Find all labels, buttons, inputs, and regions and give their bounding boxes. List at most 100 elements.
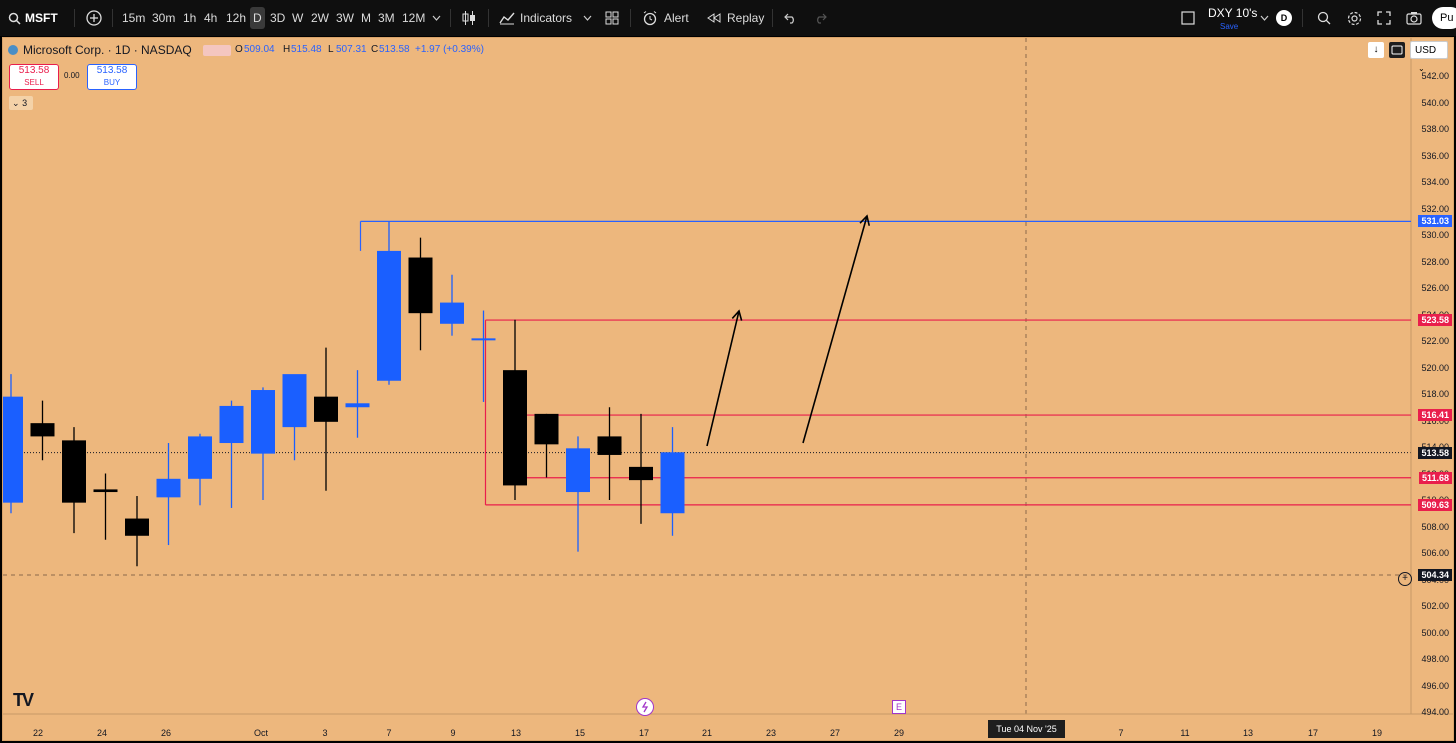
watchlist-checkbox-icon[interactable] [1180,0,1196,36]
price-label-531.03: 531.03 [1418,215,1452,228]
layouts-grid-icon[interactable] [604,0,620,36]
buy-button[interactable]: 513.58 BUY [87,64,137,90]
currency-value: USD [1415,45,1437,56]
price-tick: 506.00 [1421,548,1449,558]
price-tick: 540.00 [1421,97,1449,108]
interval-3w[interactable]: 3W [336,11,354,25]
crosshair-date-label: Tue 04 Nov '25 [988,720,1065,738]
add-plus-icon[interactable]: + [1398,572,1412,586]
candle-body [566,448,590,493]
indicators-icon[interactable] [498,0,516,36]
legend-low: 507.31 [336,44,367,55]
candle-body [314,396,338,422]
interval-30m[interactable]: 30m [152,11,176,25]
settings-gear-icon[interactable] [1346,0,1362,36]
candle-body [597,436,622,455]
projection-arrow-short [706,310,740,447]
divider [772,9,773,27]
date-tick: 13 [1242,728,1254,738]
price-tick: 520.00 [1421,362,1449,373]
candle-body [629,466,653,481]
chevron-down-icon[interactable] [582,0,592,36]
sell-label: SELL [24,78,44,87]
interval-w[interactable]: W [292,11,304,25]
projection-arrow-long [802,215,868,444]
date-tick: 7 [1118,728,1124,738]
legend-c-label: C [371,44,379,55]
chevron-down-icon: ⌄ [1418,64,1425,73]
undo-icon[interactable] [782,0,798,36]
interval-12h[interactable]: 12h [226,11,247,25]
candle-body [471,338,496,341]
camera-snapshot-icon[interactable] [1405,0,1423,36]
legend-h-label: H [283,44,291,55]
candle-body [3,396,23,503]
buy-price: 513.58 [96,65,128,76]
interval-3d[interactable]: 3D [270,11,286,25]
projection-arrow-long-head [859,214,871,226]
candlestick-chart[interactable] [3,38,1453,741]
price-axis[interactable]: 542.00 540.00 538.00 536.00 534.00 532.00 530.… [1409,38,1453,717]
quick-search-icon[interactable] [1316,0,1332,36]
replay-rewind-icon[interactable] [706,0,722,36]
currency-select[interactable]: USD ⌄ [1410,41,1448,73]
indicator-collapse-toggle[interactable]: ⌄ 3 [9,96,33,110]
save-label[interactable]: Save [1220,22,1239,31]
auto-scale-icon[interactable] [1389,42,1405,58]
price-tick: 532.00 [1421,203,1449,214]
candle-body [251,390,275,454]
alarm-clock-icon[interactable] [641,0,659,36]
price-tick: 500.00 [1421,627,1449,638]
buy-label: BUY [103,78,121,87]
candle-style-icon[interactable] [460,0,478,36]
date-tick: 22 [32,728,44,738]
interval-d-selected[interactable]: D [250,7,265,29]
price-tick: 496.00 [1421,680,1449,691]
price-tick: 542.00 [1421,71,1449,81]
price-tick: 518.00 [1421,389,1449,399]
dividend-event-icon[interactable] [636,698,654,716]
interval-4h[interactable]: 4h [204,11,218,25]
symbol-search[interactable]: MSFT [25,11,58,25]
interval-2w[interactable]: 2W [311,11,329,25]
date-tick: 13 [510,728,522,738]
divider [488,9,489,27]
date-tick: 19 [1371,728,1383,738]
visibility-toggle-icon[interactable] [203,45,231,56]
layout-name[interactable]: DXY 10's [1208,6,1258,20]
date-tick: 24 [96,728,108,738]
interval-12m[interactable]: 12M [402,11,426,25]
interval-3m[interactable]: 3M [378,11,395,25]
price-label-504.34: 504.34 [1418,568,1452,581]
sell-button[interactable]: 513.58 SELL [9,64,59,90]
replay-button[interactable]: Replay [727,11,765,25]
chevron-down-icon: ⌄ [12,98,20,108]
earnings-event-icon[interactable]: E [892,700,906,714]
tradingview-logo[interactable]: TV [13,690,34,710]
fullscreen-icon[interactable] [1376,0,1392,36]
candle-body [408,257,433,314]
price-label-511.68: 511.68 [1418,471,1452,484]
chevron-down-icon[interactable] [430,0,442,36]
search-icon[interactable] [6,0,22,36]
publish-button[interactable]: Pu [1432,7,1456,29]
price-label-523.58: 523.58 [1418,314,1452,327]
compare-add-icon[interactable] [85,0,103,36]
avatar[interactable]: D [1276,10,1292,26]
scroll-down-arrow-icon[interactable]: ↓ [1368,42,1384,58]
indicators-button[interactable]: Indicators [520,11,573,25]
interval-m[interactable]: M [361,11,371,25]
legend-l-label: L [328,44,334,55]
date-tick: 27 [829,728,841,738]
date-tick: 15 [574,728,586,738]
candle-body [440,302,464,324]
legend-close: 513.58 [379,44,410,55]
candle-body [188,436,212,479]
chart-pane[interactable]: Microsoft Corp. · 1D · NASDAQ O 509.04 H… [2,37,1454,741]
chevron-down-icon[interactable] [1258,0,1270,36]
alert-button[interactable]: Alert [664,11,689,25]
interval-1h[interactable]: 1h [183,11,197,25]
sell-price: 513.58 [18,65,50,76]
redo-icon[interactable] [812,0,828,36]
interval-15m[interactable]: 15m [122,11,146,25]
